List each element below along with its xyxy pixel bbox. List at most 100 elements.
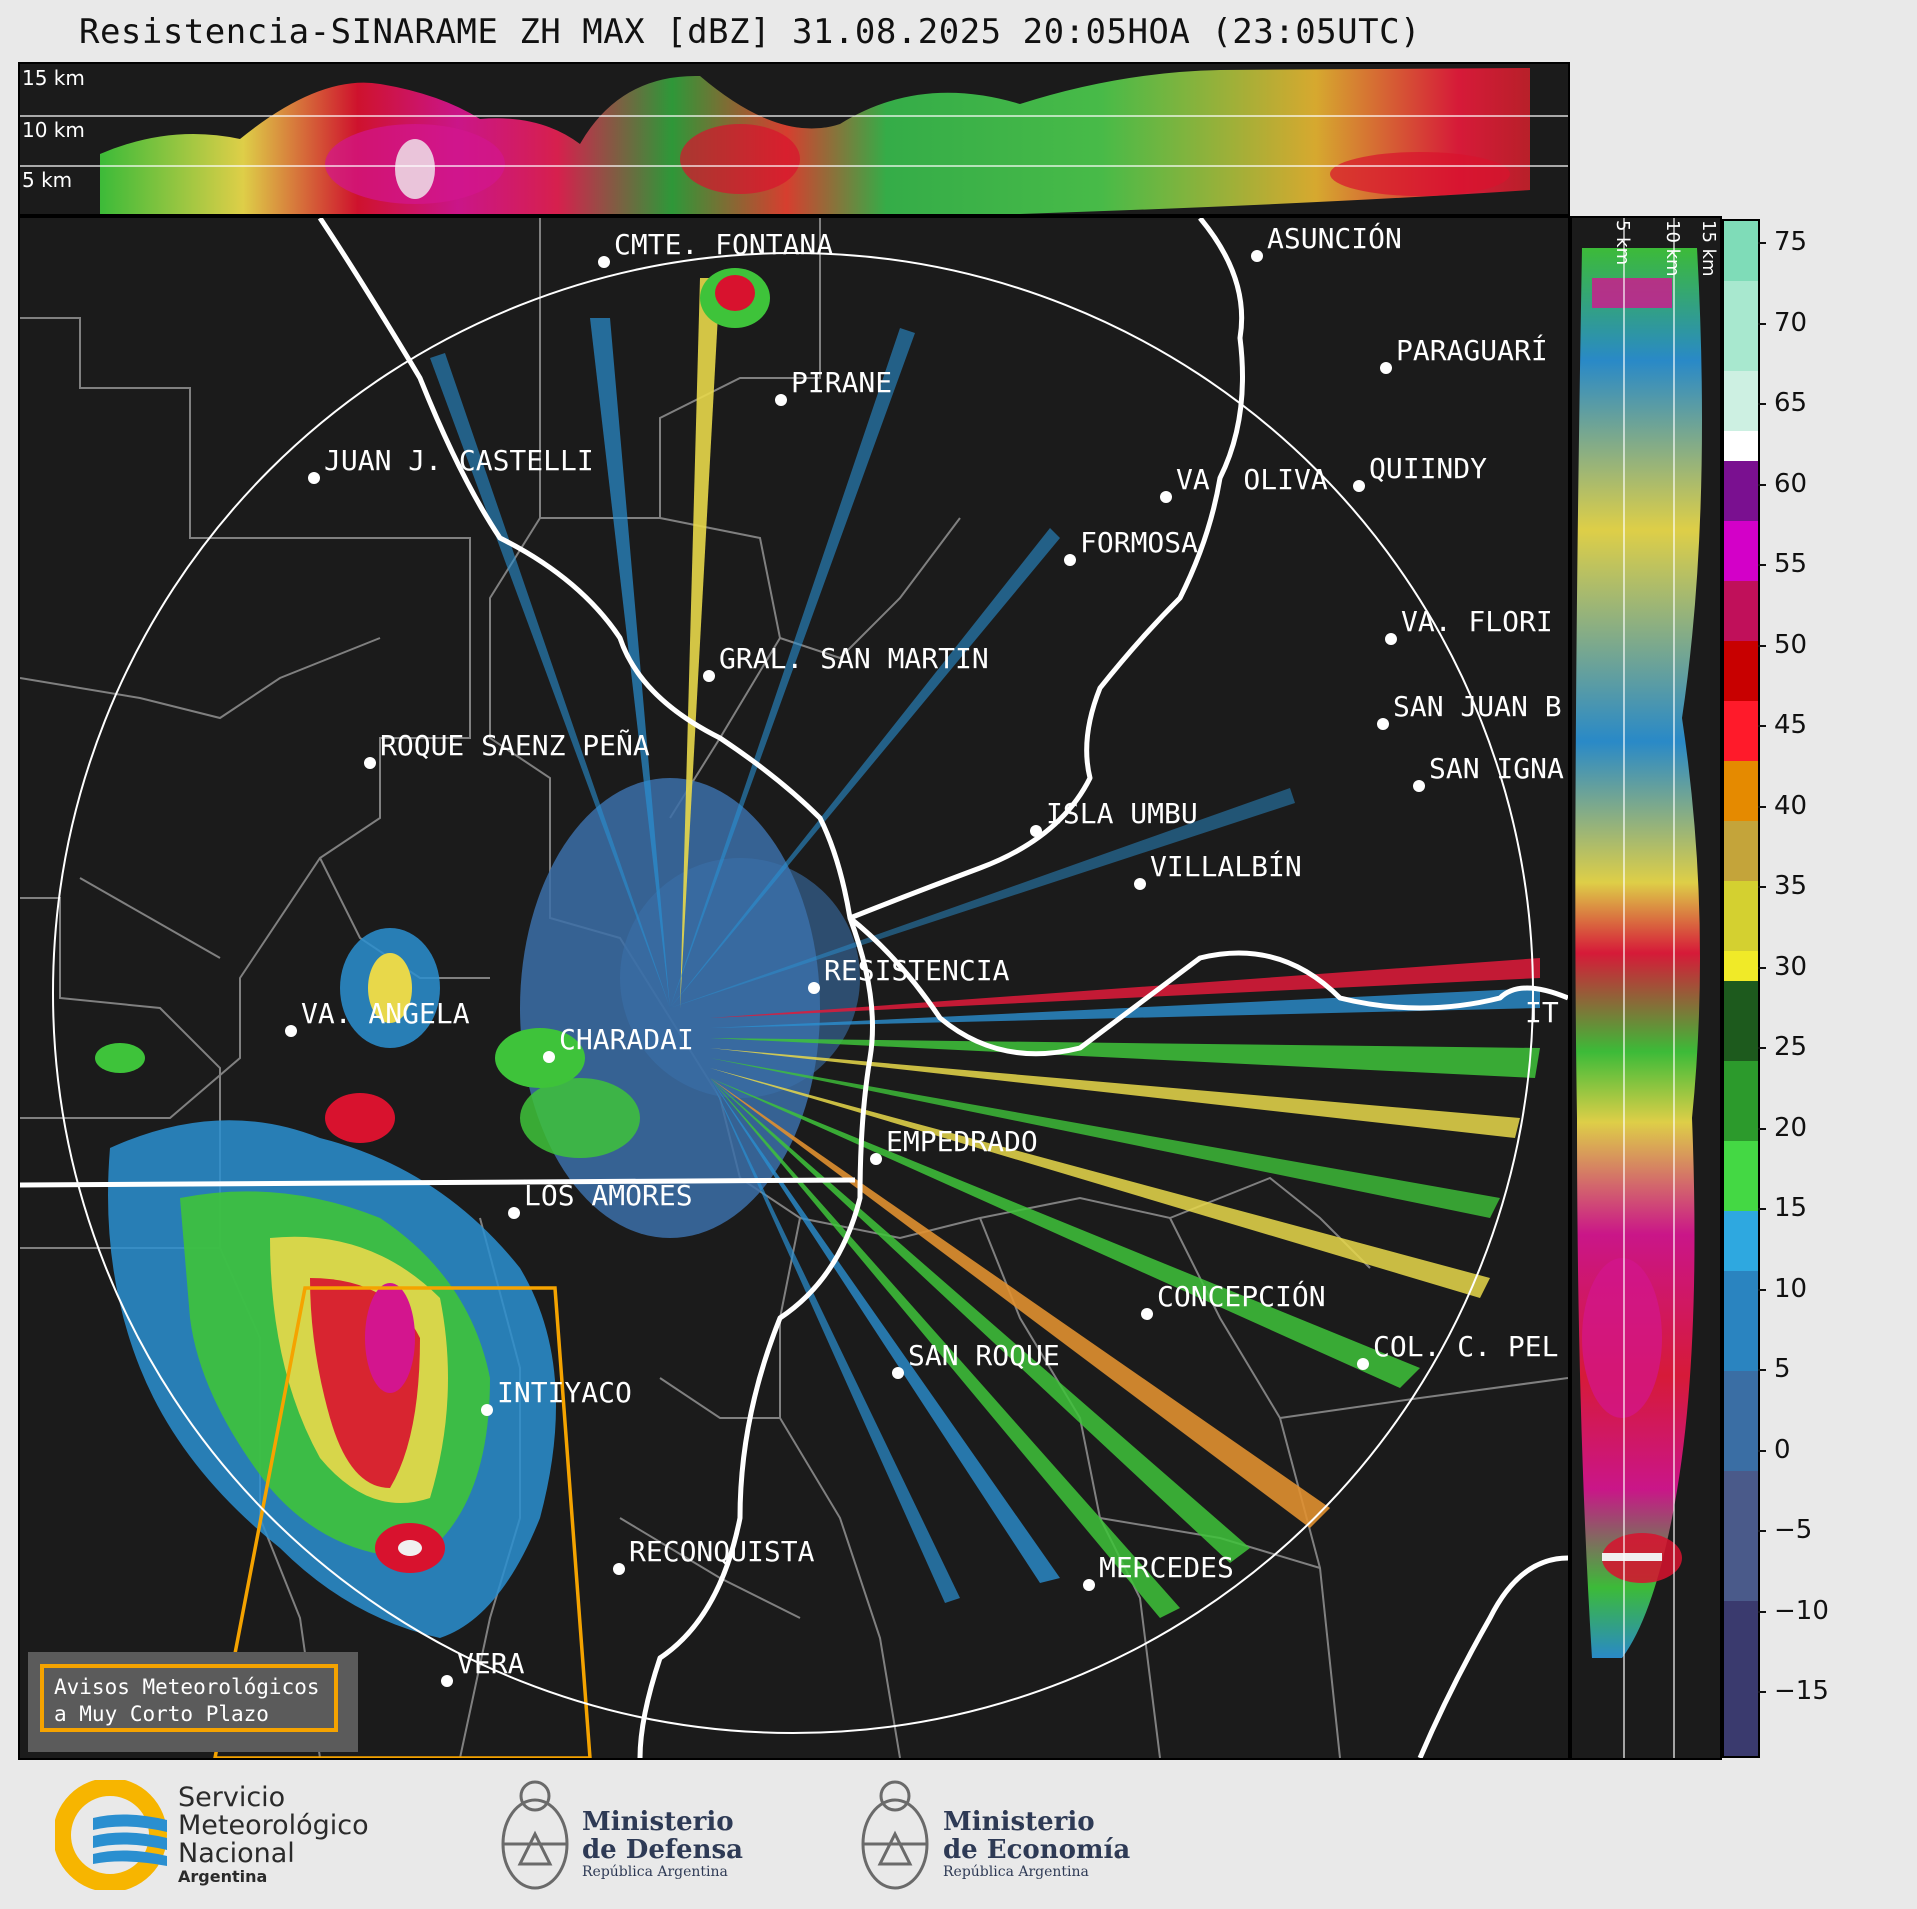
smn-line3: Nacional: [178, 1838, 295, 1869]
top-height-label-15: 15 km: [22, 66, 85, 90]
colorbar-tick-label: 5: [1758, 1354, 1791, 1384]
warning-legend-line2: a Muy Corto Plazo: [54, 1702, 269, 1726]
svg-text:CMTE. FONTANA: CMTE. FONTANA: [614, 228, 833, 261]
svg-text:VILLALBÍN: VILLALBÍN: [1150, 849, 1302, 883]
side-height-label-15: 15 km: [1698, 220, 1719, 277]
svg-text:VERA: VERA: [457, 1647, 525, 1680]
svg-text:INTIYACO: INTIYACO: [497, 1376, 632, 1409]
city-fontana: CMTE. FONTANA: [598, 228, 833, 268]
warning-polygon: [213, 1286, 592, 1758]
page-title: Resistencia-SINARAME ZH MAX [dBZ] 31.08.…: [78, 12, 1422, 52]
city-pirane: PIRANE: [775, 366, 892, 406]
defensa-seal-icon: [501, 1780, 569, 1890]
city-ita: IT: [1525, 996, 1559, 1029]
economia-line1: Ministerio: [943, 1807, 1095, 1837]
city-villalbin: VILLALBÍN: [1134, 849, 1302, 890]
warning-legend-box: Avisos Meteorológicos a Muy Corto Plazo: [28, 1652, 358, 1752]
city-asuncion: ASUNCIÓN: [1251, 221, 1402, 262]
svg-text:VA. OLIVA: VA. OLIVA: [1176, 463, 1328, 496]
svg-text:JUAN J. CASTELLI: JUAN J. CASTELLI: [324, 444, 594, 477]
city-reconquista: RECONQUISTA: [613, 1535, 815, 1575]
city-paraguari: PARAGUARÍ: [1380, 333, 1548, 374]
colorbar-tick-label: −5: [1757, 1515, 1812, 1545]
svg-text:RESISTENCIA: RESISTENCIA: [824, 954, 1010, 987]
defensa-line2: de Defensa: [582, 1835, 743, 1865]
city-saenzpena: ROQUE SAENZ PEÑA: [364, 728, 650, 769]
svg-text:LOS AMORES: LOS AMORES: [524, 1179, 693, 1212]
colorbar-tick-label: 70: [1757, 308, 1807, 338]
city-florida: VA. FLORI: [1385, 605, 1553, 645]
defensa-logo-text: Ministerio de Defensa República Argentin…: [582, 1808, 743, 1880]
colorbar-tick-label: 75: [1757, 227, 1807, 257]
city-oliva: VA. OLIVA: [1160, 463, 1328, 503]
city-angela: VA. ANGELA: [285, 997, 470, 1037]
svg-text:FORMOSA: FORMOSA: [1080, 526, 1198, 559]
city-sanjuan: SAN JUAN B: [1377, 690, 1562, 730]
svg-text:GRAL. SAN MARTIN: GRAL. SAN MARTIN: [719, 642, 989, 675]
side-height-profile-panel: 5 km 10 km 15 km: [1570, 216, 1722, 1760]
colorbar-tick-label: 30: [1757, 952, 1807, 982]
radar-map: CMTE. FONTANA ASUNCIÓN PARAGUARÍ PIRANE …: [20, 218, 1568, 1758]
warning-legend-line1: Avisos Meteorológicos: [54, 1675, 320, 1699]
colorbar-tick-label: 25: [1757, 1032, 1807, 1062]
svg-text:SAN IGNA: SAN IGNA: [1429, 752, 1564, 785]
smn-line2: Meteorológico: [178, 1810, 369, 1841]
colorbar-tick-label: −10: [1758, 1596, 1829, 1626]
radar-echoes: [95, 268, 1540, 1638]
top-height-profile-panel: 15 km 10 km 5 km: [18, 62, 1570, 216]
city-mercedes: MERCEDES: [1083, 1551, 1234, 1591]
colorbar-tick-label: −15: [1758, 1676, 1829, 1706]
city-colpel: COL. C. PEL: [1357, 1330, 1558, 1370]
svg-text:ISLA UMBU: ISLA UMBU: [1046, 797, 1198, 830]
colorbar-tick-label: 65: [1757, 388, 1807, 418]
side-height-label-10: 10 km: [1662, 220, 1683, 277]
city-quiindy: QUIINDY: [1353, 452, 1487, 492]
range-ring: [52, 252, 1534, 1734]
colorbar-tick-label: 35: [1757, 871, 1807, 901]
radar-map-panel: CMTE. FONTANA ASUNCIÓN PARAGUARÍ PIRANE …: [18, 216, 1570, 1760]
footer-logos: Servicio Meteorológico Nacional Argentin…: [0, 1760, 1917, 1909]
svg-text:SAN ROQUE: SAN ROQUE: [908, 1339, 1060, 1372]
svg-text:PIRANE: PIRANE: [791, 366, 892, 399]
defensa-line1: Ministerio: [582, 1807, 734, 1837]
svg-text:VA. FLORI: VA. FLORI: [1401, 605, 1553, 638]
city-intiyaco: INTIYACO: [481, 1376, 632, 1416]
colorbar-tick-label: 40: [1757, 791, 1807, 821]
svg-text:ROQUE SAENZ PEÑA: ROQUE SAENZ PEÑA: [380, 728, 650, 762]
smn-logo-icon: [55, 1780, 167, 1890]
svg-text:SAN JUAN B: SAN JUAN B: [1393, 690, 1562, 723]
economia-logo-text: Ministerio de Economía República Argenti…: [943, 1808, 1130, 1880]
svg-text:CONCEPCIÓN: CONCEPCIÓN: [1157, 1279, 1326, 1313]
economia-seal-icon: [861, 1780, 929, 1890]
city-losamores: LOS AMORES: [508, 1179, 693, 1219]
city-sanroque: SAN ROQUE: [892, 1339, 1060, 1379]
city-sanignacio: SAN IGNA: [1413, 752, 1564, 792]
reflectivity-colorbar: [1722, 219, 1760, 1758]
city-sanmartin: GRAL. SAN MARTIN: [703, 642, 989, 682]
svg-text:EMPEDRADO: EMPEDRADO: [886, 1125, 1038, 1158]
city-charadai: CHARADAI: [543, 1023, 694, 1063]
svg-text:RECONQUISTA: RECONQUISTA: [629, 1535, 815, 1568]
city-empedrado: EMPEDRADO: [870, 1125, 1038, 1165]
svg-text:QUIINDY: QUIINDY: [1369, 452, 1487, 485]
smn-line1: Servicio: [178, 1782, 286, 1813]
side-height-label-5: 5 km: [1612, 220, 1633, 266]
colorbar-tick-label: 20: [1757, 1113, 1807, 1143]
economia-sub: República Argentina: [943, 1864, 1089, 1880]
svg-text:CHARADAI: CHARADAI: [559, 1023, 694, 1056]
city-resistencia: RESISTENCIA: [808, 954, 1010, 994]
colorbar-tick-label: 0: [1758, 1435, 1791, 1465]
top-height-label-5: 5 km: [22, 168, 73, 192]
smn-logo-text: Servicio Meteorológico Nacional Argentin…: [178, 1784, 369, 1886]
city-islaumbu: ISLA UMBU: [1030, 797, 1198, 837]
side-height-profile-plot: [1575, 218, 1702, 1758]
city-concepcion: CONCEPCIÓN: [1141, 1279, 1326, 1320]
city-formosa: FORMOSA: [1064, 526, 1198, 566]
colorbar-tick-label: 50: [1757, 630, 1807, 660]
svg-text:ASUNCIÓN: ASUNCIÓN: [1267, 221, 1402, 255]
colorbar-tick-label: 15: [1757, 1193, 1807, 1223]
colorbar-tick-label: 55: [1757, 549, 1807, 579]
colorbar-gradient: [1724, 221, 1758, 1756]
colorbar-tick-label: 10: [1757, 1274, 1807, 1304]
top-height-profile-plot: [20, 68, 1568, 214]
